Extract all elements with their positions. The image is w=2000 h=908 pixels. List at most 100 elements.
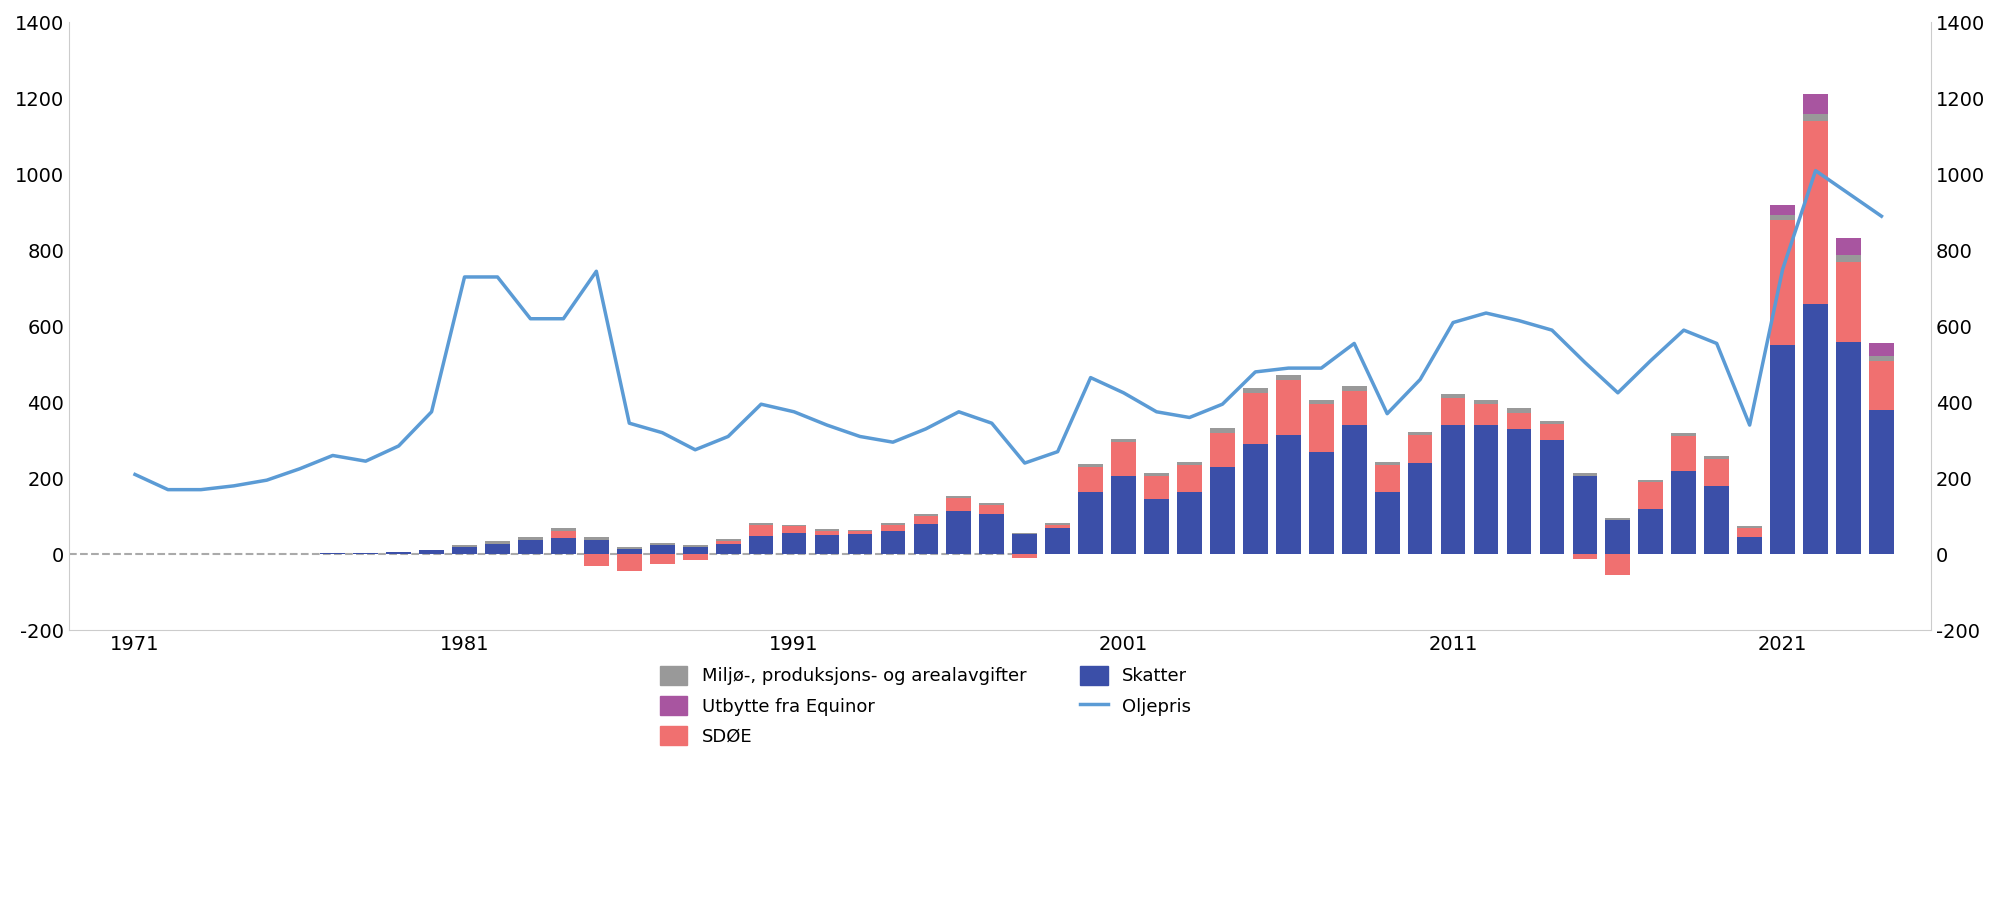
Bar [980, 503, 1004, 505]
Bar [980, 514, 1004, 554]
Bar [1440, 399, 1466, 425]
Bar [1276, 375, 1300, 380]
Bar [1244, 444, 1268, 554]
Bar [650, 543, 674, 545]
Bar [1244, 393, 1268, 444]
Bar [716, 538, 740, 540]
Bar [1474, 404, 1498, 425]
Bar [486, 544, 510, 554]
Bar [1870, 360, 1894, 410]
Bar [1672, 470, 1696, 554]
Bar [1540, 421, 1564, 424]
Bar [1506, 413, 1532, 429]
Bar [1046, 526, 1070, 528]
Bar [1738, 538, 1762, 554]
Bar [914, 517, 938, 524]
Bar [1440, 394, 1466, 399]
Oljepris [1342, 338, 1366, 349]
Bar [1804, 114, 1828, 122]
Oljepris [1178, 412, 1202, 423]
Bar [552, 531, 576, 538]
Oljepris [1870, 211, 1894, 222]
Bar [1308, 451, 1334, 554]
Bar [1474, 425, 1498, 554]
Bar [486, 540, 510, 544]
Bar [1078, 467, 1102, 491]
Bar [1012, 554, 1038, 558]
Bar [1572, 473, 1598, 477]
Bar [552, 528, 576, 531]
Legend: Miljø-, produksjons- og arealavgifter, Utbytte fra Equinor, SDØE, Skatter, Oljep: Miljø-, produksjons- og arealavgifter, U… [652, 657, 1200, 755]
Bar [584, 539, 608, 554]
Bar [716, 540, 740, 544]
Bar [1144, 499, 1168, 554]
Bar [946, 497, 972, 498]
Oljepris [124, 469, 148, 480]
Bar [848, 535, 872, 554]
Bar [1704, 459, 1730, 486]
Bar [1112, 477, 1136, 554]
Bar [1046, 528, 1070, 554]
Bar [1210, 428, 1234, 433]
Bar [748, 523, 774, 526]
Bar [1440, 425, 1466, 554]
Bar [552, 538, 576, 554]
Bar [1606, 518, 1630, 520]
Bar [1342, 386, 1366, 391]
Bar [1638, 508, 1664, 554]
Bar [1870, 410, 1894, 554]
Bar [1836, 341, 1860, 554]
Bar [354, 553, 378, 554]
Line: Oljepris: Oljepris [136, 171, 1882, 489]
Bar [1804, 94, 1828, 114]
Bar [1012, 535, 1038, 554]
Bar [1572, 554, 1598, 558]
Bar [848, 531, 872, 535]
Bar [1770, 220, 1794, 345]
Oljepris [1112, 388, 1136, 399]
Bar [1308, 404, 1334, 451]
Bar [1540, 424, 1564, 440]
Bar [616, 547, 642, 548]
Bar [1144, 473, 1168, 477]
Bar [650, 554, 674, 564]
Bar [682, 554, 708, 560]
Bar [1178, 491, 1202, 554]
Bar [1078, 464, 1102, 467]
Bar [1276, 380, 1300, 435]
Bar [716, 544, 740, 554]
Bar [1606, 520, 1630, 554]
Bar [782, 533, 806, 554]
Bar [1870, 356, 1894, 360]
Bar [1178, 465, 1202, 491]
Bar [848, 529, 872, 531]
Oljepris [1804, 165, 1828, 176]
Bar [584, 537, 608, 539]
Bar [1606, 554, 1630, 575]
Bar [1804, 122, 1828, 303]
Bar [386, 552, 410, 554]
Bar [814, 528, 840, 530]
Bar [1704, 486, 1730, 554]
Bar [1672, 433, 1696, 437]
Bar [1374, 491, 1400, 554]
Oljepris [452, 271, 476, 282]
Bar [650, 545, 674, 554]
Bar [914, 514, 938, 517]
Bar [1770, 345, 1794, 554]
Bar [880, 530, 906, 554]
Bar [1046, 523, 1070, 526]
Bar [1078, 491, 1102, 554]
Bar [1408, 431, 1432, 435]
Oljepris [156, 484, 180, 495]
Bar [616, 548, 642, 554]
Bar [1210, 467, 1234, 554]
Bar [1770, 205, 1794, 215]
Bar [782, 525, 806, 527]
Bar [1770, 215, 1794, 220]
Bar [1540, 440, 1564, 554]
Bar [1012, 533, 1038, 535]
Bar [1836, 238, 1860, 255]
Bar [1506, 429, 1532, 554]
Bar [1342, 425, 1366, 554]
